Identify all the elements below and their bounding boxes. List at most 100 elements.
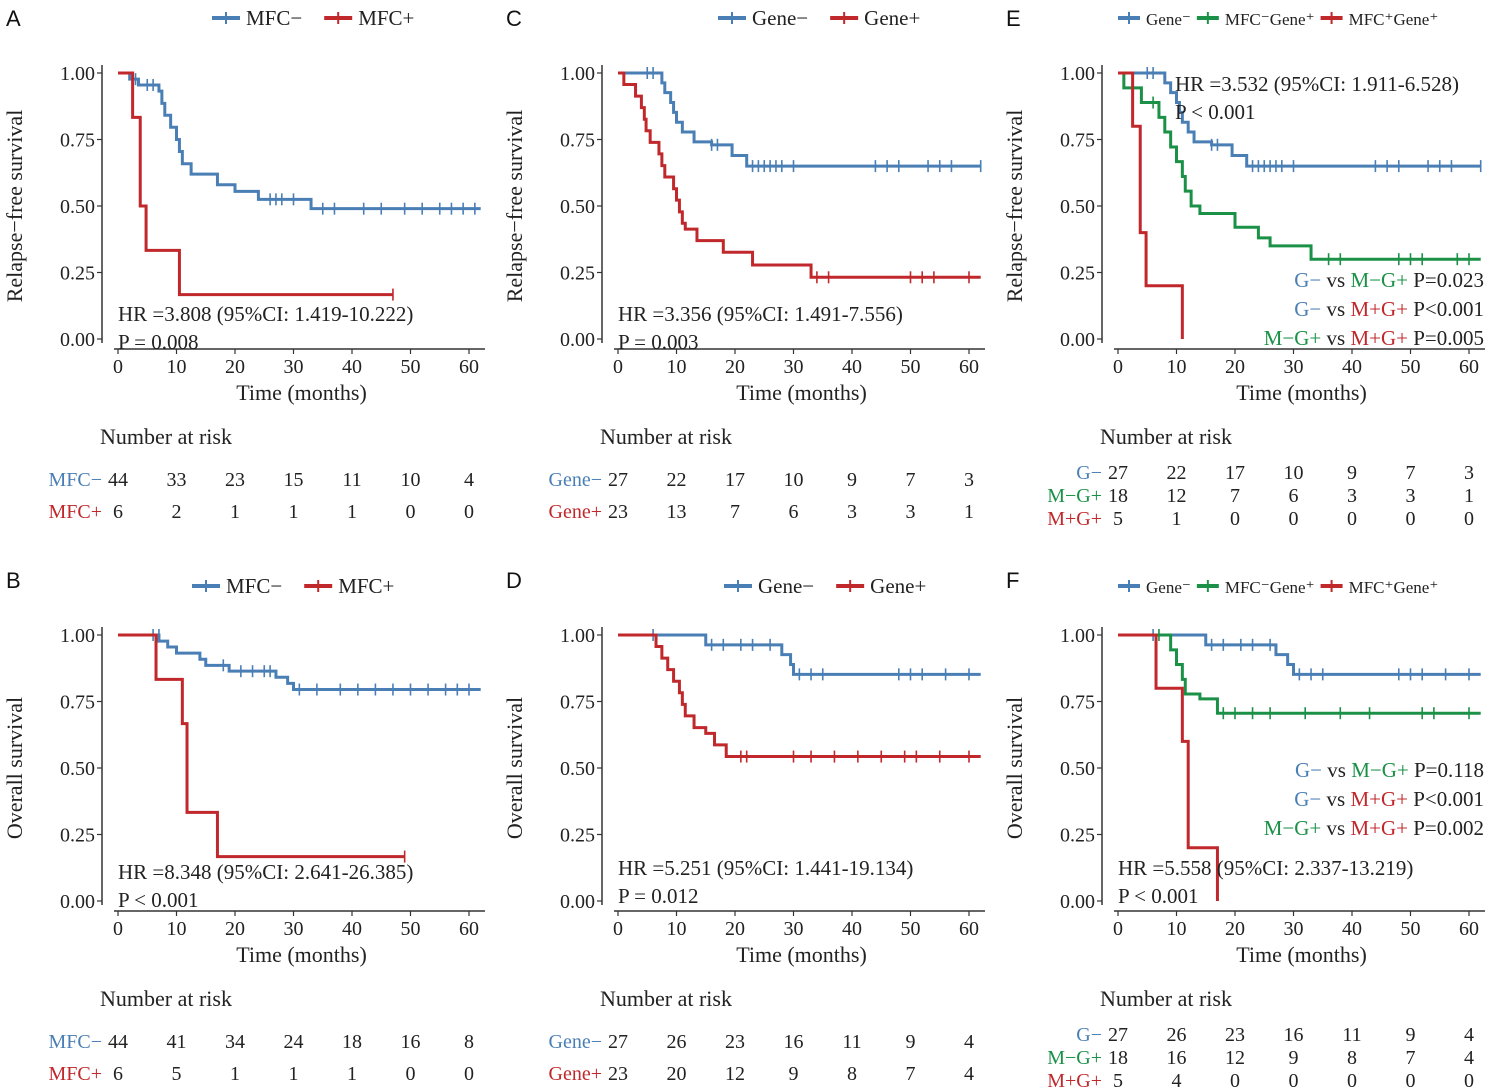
y-tick-label: 0.00: [560, 891, 595, 913]
risk-count: 1: [230, 501, 240, 523]
risk-row: Gene− 27 26 23 16 11 9 4: [549, 1031, 974, 1053]
risk-count: 18: [342, 1031, 362, 1053]
risk-count: 1: [964, 501, 974, 523]
risk-table-title: Number at risk: [1100, 986, 1232, 1011]
p-value-annotation: P = 0.003: [618, 330, 699, 354]
risk-count: 2: [172, 501, 182, 523]
x-tick-label: 50: [401, 918, 421, 940]
hazard-ratio-annotation: HR =3.808 (95%CI: 1.419-10.222): [118, 302, 413, 326]
risk-row: Gene+ 23 20 12 9 8 7 4: [549, 1063, 974, 1085]
panel-c: C Gene− Gene+ 0.00 0.25 0.50 0.75 1.00 0 10 20 30 40…: [502, 6, 985, 523]
risk-count: 4: [964, 1063, 974, 1085]
risk-count: 10: [784, 469, 804, 491]
risk-row: MFC+ 6 5 1 1 1 0 0: [48, 1063, 474, 1085]
risk-row: M−G+ 18 16 12 9 8 7 4: [1047, 1047, 1474, 1069]
survival-curve: [1118, 71, 1481, 261]
risk-table-title: Number at risk: [100, 986, 232, 1011]
legend-item: Gene−: [724, 574, 814, 598]
x-axis-title: Time (months): [1236, 942, 1367, 967]
panel-e: E Gene⁻ MFC⁻Gene⁺ MFC⁺Gene⁺ 0.00 0.25 0.50 0.75…: [1002, 6, 1485, 530]
risk-row-label: Gene+: [549, 1063, 602, 1085]
series-1: [1118, 67, 1482, 173]
x-tick-label: 50: [401, 356, 421, 378]
risk-count: 27: [1108, 462, 1128, 484]
risk-count: 10: [1284, 462, 1304, 484]
legend-label: MFC⁺Gene⁺: [1349, 10, 1439, 29]
x-tick-label: 10: [167, 918, 187, 940]
series-2: [1118, 629, 1481, 720]
x-tick-label: 0: [1113, 918, 1123, 940]
y-tick-label: 0.75: [60, 130, 95, 152]
risk-count: 11: [842, 1031, 861, 1053]
y-tick-label: 0.00: [560, 329, 595, 351]
legend-item: MFC−: [192, 574, 282, 598]
legend-label: MFC+: [358, 6, 414, 30]
axes: 0.00 0.25 0.50 0.75 1.00 0 10 20 30 40 50 60 Time (m…: [2, 63, 485, 405]
risk-table-title: Number at risk: [600, 424, 732, 449]
risk-count: 16: [1167, 1047, 1187, 1069]
risk-count: 8: [464, 1031, 474, 1053]
risk-count: 0: [1289, 508, 1299, 530]
y-tick-label: 0.75: [560, 692, 595, 714]
legend-label: MFC⁻Gene⁺: [1225, 10, 1315, 29]
x-tick-label: 20: [225, 356, 245, 378]
y-tick-label: 1.00: [1060, 625, 1095, 647]
legend-item: MFC⁻Gene⁺: [1196, 10, 1315, 29]
panel-b: B MFC− MFC+0.000.250.500.751.000 10 20 30 40 50…: [2, 568, 485, 1085]
y-tick-label: 0.50: [1060, 758, 1095, 780]
x-tick-label: 40: [1342, 356, 1362, 378]
legend-item: MFC⁺Gene⁺: [1320, 578, 1439, 597]
series-2: [1118, 71, 1481, 266]
y-tick-label: 0.25: [60, 263, 95, 285]
series-2: [618, 633, 981, 763]
risk-row-label: MFC−: [48, 469, 102, 491]
survival-curve: [1118, 71, 1184, 339]
y-tick-label: 0.25: [560, 825, 595, 847]
risk-count: 27: [1108, 1024, 1128, 1046]
survival-curve: [118, 633, 405, 859]
risk-count: 3: [1464, 462, 1474, 484]
risk-count: 8: [1347, 1047, 1357, 1069]
risk-table: Number at risk MFC− 44 41 34 24 18 16 8 MFC+ 6 5 1 1 1…: [48, 986, 474, 1085]
series-2: [118, 71, 394, 301]
hazard-ratio-annotation: HR =3.532 (95%CI: 1.911-6.528): [1175, 72, 1459, 96]
x-tick-label: 30: [784, 918, 804, 940]
risk-count: 13: [667, 501, 687, 523]
pairwise-comparison: G− vs M−G+ P=0.023: [1294, 268, 1484, 292]
risk-count: 5: [1113, 508, 1123, 530]
risk-count: 9: [789, 1063, 799, 1085]
x-tick-label: 10: [1167, 356, 1187, 378]
legend-label: Gene+: [870, 574, 926, 598]
risk-count: 4: [1464, 1024, 1474, 1046]
x-tick-label: 30: [284, 918, 304, 940]
y-tick-label: 0.50: [560, 196, 595, 218]
risk-count: 44: [108, 469, 128, 491]
hazard-ratio-annotation: HR =8.348 (95%CI: 2.641-26.385): [118, 860, 413, 884]
risk-count: 0: [1347, 508, 1357, 530]
pairwise-comparison: M−G+ vs M+G+ P=0.005: [1264, 326, 1484, 350]
risk-count: 3: [1347, 485, 1357, 507]
risk-count: 23: [225, 469, 245, 491]
series-3: [1118, 633, 1219, 901]
y-tick-label: 0.50: [560, 758, 595, 780]
risk-count: 34: [225, 1031, 245, 1053]
risk-count: 22: [667, 469, 687, 491]
pairwise-comparison: M−G+ vs M+G+ P=0.002: [1264, 816, 1484, 840]
risk-count: 12: [725, 1063, 745, 1085]
risk-count: 16: [784, 1031, 804, 1053]
legend-label: MFC⁺Gene⁺: [1349, 578, 1439, 597]
x-tick-label: 20: [1225, 356, 1245, 378]
x-tick-label: 60: [1459, 918, 1479, 940]
legend-item: MFC⁻Gene⁺: [1196, 578, 1315, 597]
y-tick-label: 0.25: [1060, 825, 1095, 847]
risk-count: 7: [906, 469, 916, 491]
risk-table: Number at risk G− 27 26 23 16 11 9 4 M−G+ 18 16 12 9 8…: [1047, 986, 1474, 1092]
hazard-ratio-annotation: HR =5.558 (95%CI: 2.337-13.219): [1118, 856, 1413, 880]
survival-curve: [118, 633, 481, 692]
risk-row-label: Gene−: [549, 469, 602, 491]
risk-row-label: Gene+: [549, 501, 602, 523]
risk-count: 0: [406, 501, 416, 523]
risk-row-label: M+G+: [1047, 1070, 1102, 1092]
